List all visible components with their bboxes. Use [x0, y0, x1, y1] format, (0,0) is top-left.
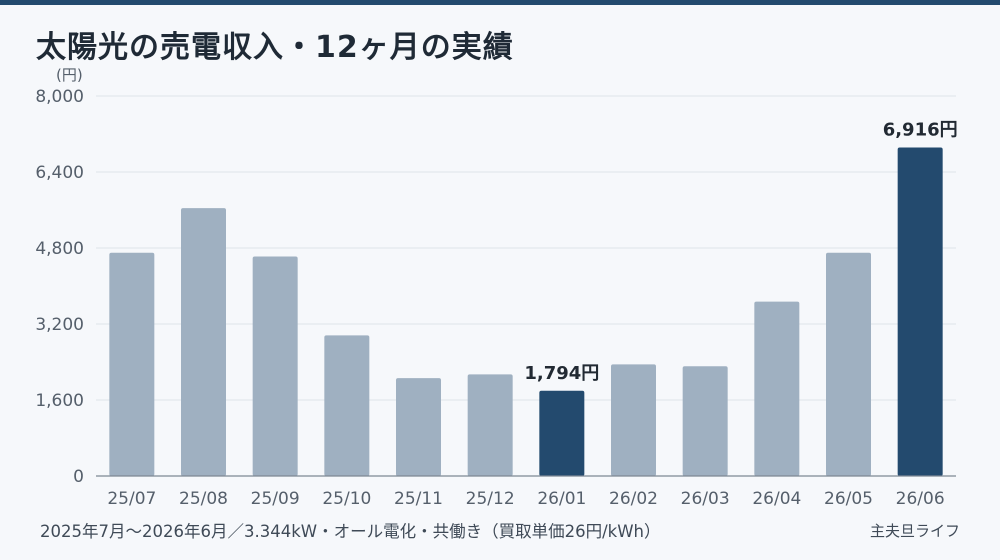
- bar: [467, 374, 513, 476]
- bar: [396, 378, 441, 476]
- x-tick-label: 26/05: [824, 489, 873, 509]
- y-tick-label: 6,400: [35, 163, 84, 183]
- bar: [181, 208, 226, 476]
- y-tick-label: 1,600: [35, 391, 84, 411]
- bar: [324, 335, 370, 476]
- chart-title: 太陽光の売電収入・12ヶ月の実績: [36, 30, 514, 65]
- x-tick-label: 26/04: [752, 489, 801, 509]
- bar: [682, 366, 728, 476]
- footer-note: 2025年7月〜2026年6月／3.344kW・オール電化・共働き（買取単価26…: [40, 522, 661, 541]
- data-label: 1,794円: [524, 363, 599, 384]
- x-tick-label: 25/11: [394, 489, 443, 509]
- y-tick-label: 4,800: [35, 239, 84, 259]
- y-tick-label: 8,000: [35, 87, 84, 107]
- brand-label: 主夫旦ライフ: [869, 522, 960, 540]
- bar: [109, 252, 155, 476]
- y-tick-label: 0: [73, 467, 84, 487]
- x-tick-label: 25/08: [179, 489, 228, 509]
- bar-highlighted: [897, 147, 943, 477]
- x-tick-label: 26/06: [896, 489, 945, 509]
- y-axis-unit-label: (円): [56, 66, 83, 84]
- bar: [754, 301, 800, 476]
- x-tick-label: 25/10: [322, 489, 371, 509]
- bar: [611, 364, 656, 476]
- x-tick-label: 26/02: [609, 489, 658, 509]
- x-tick-label: 25/12: [466, 489, 515, 509]
- x-tick-label: 25/09: [251, 489, 300, 509]
- bar: [252, 256, 298, 476]
- bar: [826, 252, 871, 476]
- x-tick-label: 25/07: [107, 489, 156, 509]
- y-tick-label: 3,200: [35, 315, 84, 335]
- x-tick-label: 26/01: [537, 489, 586, 509]
- bar-highlighted: [539, 390, 585, 476]
- top-accent-bar: [0, 0, 1000, 5]
- x-tick-label: 26/03: [681, 489, 730, 509]
- data-label: 6,916円: [883, 119, 958, 140]
